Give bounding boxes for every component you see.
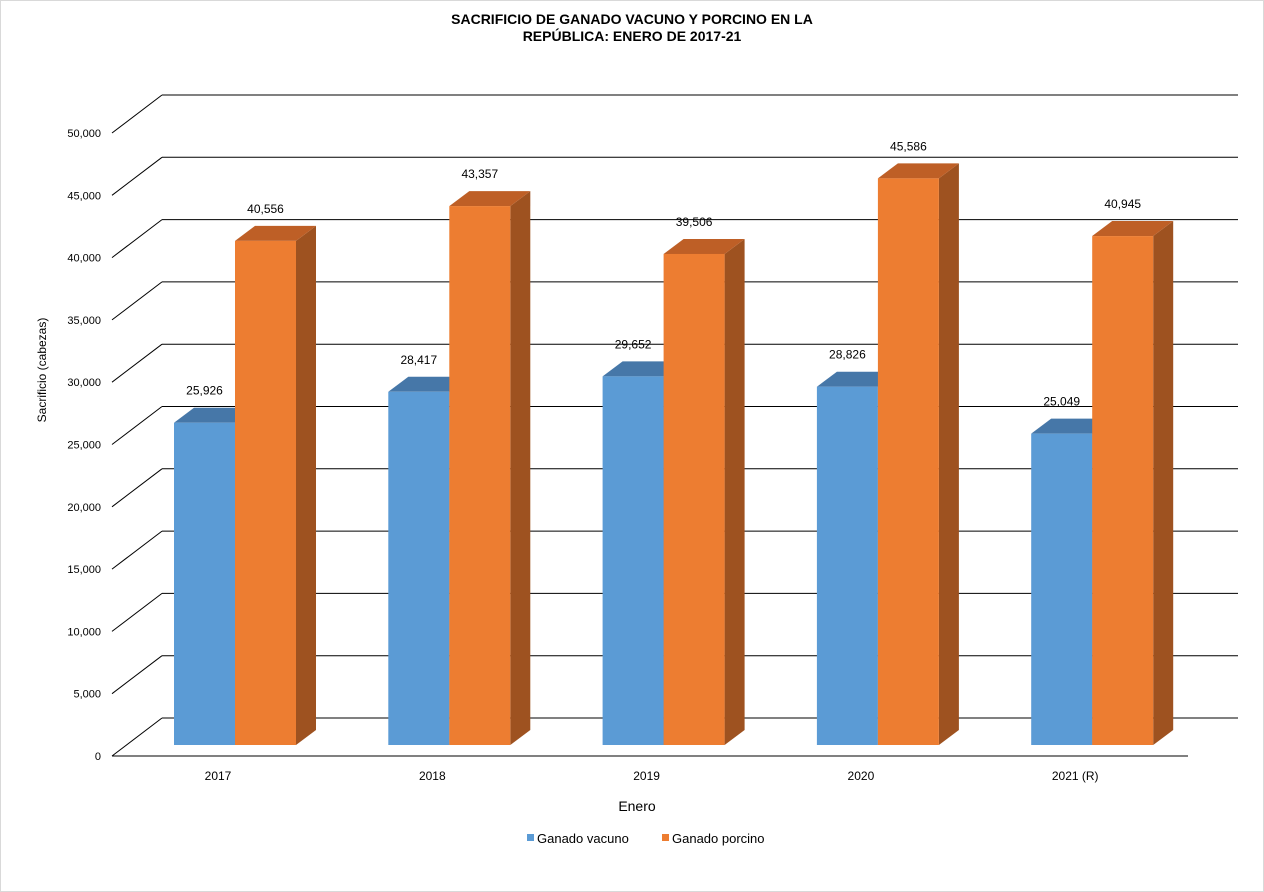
y-tick-label: 25,000	[67, 440, 101, 452]
data-label: 28,417	[400, 353, 437, 367]
bar-vacuno	[1031, 433, 1093, 745]
x-axis-title: Enero	[618, 798, 656, 814]
bar-top	[1031, 418, 1113, 434]
gridline-diagonal	[111, 281, 163, 321]
gridline-diagonal	[111, 219, 163, 258]
y-tick-label: 15,000	[67, 564, 101, 576]
x-tick-label: 2020	[848, 769, 875, 783]
legend: Ganado vacuno Ganado porcino	[527, 831, 765, 846]
chart-title-line-1: SACRIFICIO DE GANADO VACUNO Y PORCINO EN…	[451, 11, 813, 27]
bar-top	[816, 371, 898, 387]
bar-vacuno	[174, 422, 235, 745]
bar-top	[602, 361, 684, 377]
legend-swatch-porcino	[662, 834, 669, 841]
y-tick-label: 0	[95, 751, 101, 763]
y-tick-label: 5,000	[73, 689, 101, 701]
legend-swatch-vacuno	[527, 834, 534, 841]
bar-porcino	[1092, 236, 1154, 745]
bar-side	[510, 191, 531, 745]
x-tick-label: 2019	[633, 769, 660, 783]
gridline-diagonal	[111, 343, 163, 383]
bar-porcino	[449, 206, 511, 745]
legend-label-porcino: Ganado porcino	[672, 831, 765, 846]
bar-top	[663, 238, 745, 254]
bar-porcino	[663, 253, 725, 745]
y-axis-title: Sacrificio (cabezas)	[35, 318, 49, 423]
y-tick-label: 20,000	[67, 502, 101, 514]
data-label: 40,556	[247, 202, 284, 216]
bar-top	[174, 407, 255, 423]
bar-vacuno	[816, 386, 878, 745]
data-label: 43,357	[461, 167, 498, 181]
gridline-diagonal	[111, 94, 163, 134]
y-tick-label: 35,000	[67, 315, 101, 327]
bar-top	[449, 191, 531, 207]
bar-side	[938, 163, 959, 745]
bar-vacuno	[388, 391, 450, 745]
bar-side	[724, 238, 745, 745]
bar-porcino	[877, 178, 939, 745]
y-tick-label: 50,000	[67, 128, 101, 140]
x-tick-label: 2017	[205, 769, 232, 783]
data-label: 40,945	[1104, 197, 1141, 211]
bar-top	[235, 225, 316, 241]
y-tick-label: 45,000	[67, 190, 101, 202]
y-tick-label: 30,000	[67, 377, 101, 389]
bar-porcino	[235, 240, 296, 745]
gridline-diagonal	[111, 717, 163, 757]
data-label: 39,506	[676, 215, 713, 229]
bar-vacuno	[602, 376, 664, 745]
gridline-diagonal	[111, 468, 163, 508]
legend-label-vacuno: Ganado vacuno	[537, 831, 629, 846]
gridline-diagonal	[111, 156, 163, 196]
data-label: 28,826	[829, 348, 866, 362]
bar-top	[388, 376, 470, 392]
chart-title-line-2: REPÚBLICA: ENERO DE 2017-21	[523, 27, 742, 44]
bar-side	[296, 225, 316, 745]
gridline-diagonal	[111, 406, 163, 445]
bar-top	[1092, 221, 1174, 237]
bar-side	[1153, 221, 1174, 745]
bar-top	[877, 163, 959, 179]
data-label: 45,586	[890, 139, 927, 153]
x-tick-label: 2021 (R)	[1052, 769, 1099, 783]
gridline-diagonal	[111, 593, 163, 632]
y-tick-label: 40,000	[67, 253, 101, 265]
data-label: 25,926	[186, 384, 223, 398]
data-label: 25,049	[1043, 395, 1080, 409]
y-tick-label: 10,000	[67, 626, 101, 638]
gridline-diagonal	[111, 655, 163, 695]
x-tick-label: 2018	[419, 769, 446, 783]
gridline-diagonal	[111, 530, 163, 570]
data-label: 29,652	[615, 337, 652, 351]
